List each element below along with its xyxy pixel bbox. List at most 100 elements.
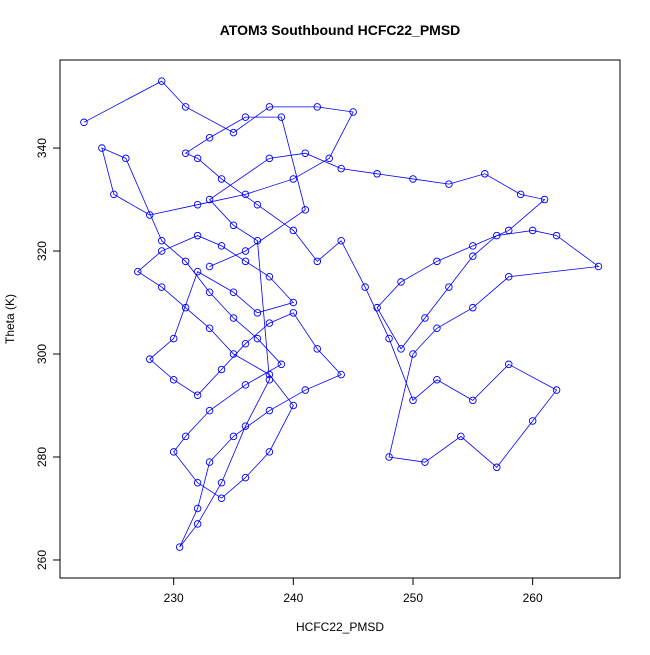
point [253, 200, 262, 209]
point [385, 453, 393, 461]
point [110, 190, 118, 199]
point [205, 406, 214, 415]
x-tick-label: 240 [283, 591, 303, 605]
point [594, 262, 603, 271]
point [193, 478, 202, 487]
point [373, 303, 381, 312]
point [241, 257, 250, 266]
point [193, 231, 202, 240]
point [241, 381, 250, 389]
point [409, 350, 417, 358]
point [289, 401, 298, 410]
series-line [83, 80, 600, 548]
y-axis-label: Theta (K) [3, 294, 17, 344]
point [313, 103, 322, 111]
point [493, 463, 501, 472]
point [265, 376, 274, 384]
point [181, 149, 190, 157]
point [205, 324, 214, 333]
point [241, 113, 250, 121]
point [552, 231, 561, 240]
point [373, 170, 381, 178]
point [528, 226, 537, 235]
point [157, 236, 166, 245]
x-tick-label: 260 [523, 591, 543, 605]
point [193, 520, 202, 528]
point [229, 432, 238, 441]
point [337, 236, 345, 245]
point [169, 334, 178, 343]
point [552, 386, 561, 394]
point [229, 288, 238, 296]
y-tick-label: 300 [35, 344, 49, 364]
point [157, 247, 166, 255]
point [229, 221, 238, 230]
point [241, 422, 250, 430]
point [205, 262, 214, 271]
point [265, 370, 274, 379]
point [241, 339, 250, 348]
point [193, 504, 202, 513]
point [193, 391, 202, 399]
point [504, 273, 513, 281]
y-tick-label: 260 [35, 550, 49, 570]
point [205, 195, 214, 204]
point [253, 309, 262, 317]
point [193, 267, 202, 276]
point [265, 273, 274, 281]
point [265, 154, 274, 163]
point [193, 200, 202, 209]
point [301, 206, 310, 214]
point [469, 252, 477, 260]
point [265, 448, 274, 456]
point [157, 77, 166, 85]
point [325, 154, 333, 163]
point [433, 324, 441, 333]
x-tick-label: 250 [403, 591, 423, 605]
point [98, 144, 106, 152]
point [481, 170, 489, 178]
point [349, 108, 357, 116]
point [205, 458, 214, 466]
point [157, 283, 166, 291]
point [457, 432, 465, 441]
point [217, 478, 226, 487]
point [241, 190, 250, 199]
point [540, 195, 549, 204]
point [493, 231, 501, 240]
point [265, 319, 274, 327]
point [217, 175, 226, 183]
point [504, 226, 513, 235]
point [409, 175, 417, 183]
point [253, 236, 262, 245]
point [469, 396, 477, 405]
point [469, 303, 477, 312]
point [193, 154, 202, 163]
point [145, 211, 154, 219]
x-axis-label: HCFC22_PMSD [296, 620, 384, 634]
y-tick-label: 320 [35, 241, 49, 261]
point [122, 154, 130, 163]
point [217, 365, 226, 374]
point [205, 288, 214, 296]
point [397, 278, 405, 286]
point [277, 113, 286, 121]
point [301, 386, 310, 394]
point [80, 118, 88, 127]
point [277, 360, 286, 369]
point [289, 309, 298, 317]
point [516, 190, 525, 199]
point [289, 175, 298, 183]
y-tick-label: 340 [35, 138, 49, 158]
chart-title: ATOM3 Southbound HCFC22_PMSD [220, 22, 461, 38]
point [361, 283, 369, 291]
point [289, 298, 298, 307]
point [181, 432, 190, 441]
point [433, 257, 441, 266]
point [337, 164, 345, 173]
point [504, 360, 513, 369]
point [265, 103, 274, 111]
point [265, 406, 274, 415]
